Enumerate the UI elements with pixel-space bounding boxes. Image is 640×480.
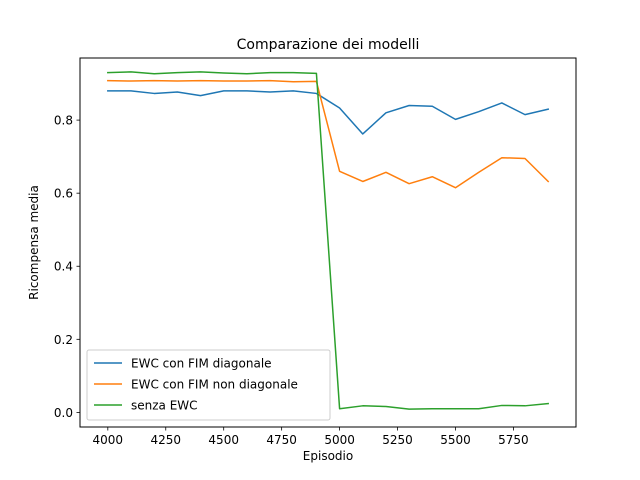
y-tick-label: 0.6	[54, 187, 73, 201]
series-line-3	[107, 71, 550, 410]
legend-label-3: senza EWC	[131, 399, 198, 413]
legend-label-1: EWC con FIM diagonale	[131, 357, 272, 371]
x-tick-label: 5750	[498, 433, 529, 447]
series-line-2	[107, 79, 550, 189]
y-axis-ticks: 0.0 0.2 0.4 0.6 0.8	[54, 114, 80, 420]
legend: EWC con FIM diagonale EWC con FIM non dia…	[86, 349, 331, 421]
legend-label-2: EWC con FIM non diagonale	[131, 378, 298, 392]
x-tick-label: 4500	[208, 433, 239, 447]
chart-title: Comparazione dei modelli	[237, 37, 420, 53]
x-axis-ticks: 4000 4250 4500 4750 5000 5250 5500 5750	[93, 427, 529, 447]
series-line-1	[107, 90, 550, 135]
legend-box	[86, 349, 331, 421]
series-layer	[107, 71, 550, 410]
x-axis-label: Episodio	[303, 449, 353, 463]
y-tick-label: 0.2	[54, 333, 73, 347]
x-tick-label: 5250	[382, 433, 413, 447]
x-tick-label: 4000	[93, 433, 124, 447]
x-tick-label: 5000	[324, 433, 355, 447]
x-tick-label: 4250	[150, 433, 181, 447]
y-tick-label: 0.4	[54, 260, 73, 274]
y-tick-label: 0.0	[54, 406, 73, 420]
y-axis-label: Ricompensa media	[27, 185, 41, 300]
y-tick-label: 0.8	[54, 114, 73, 128]
axes-frame	[79, 57, 577, 428]
x-tick-label: 4750	[266, 433, 297, 447]
x-tick-label: 5500	[440, 433, 471, 447]
